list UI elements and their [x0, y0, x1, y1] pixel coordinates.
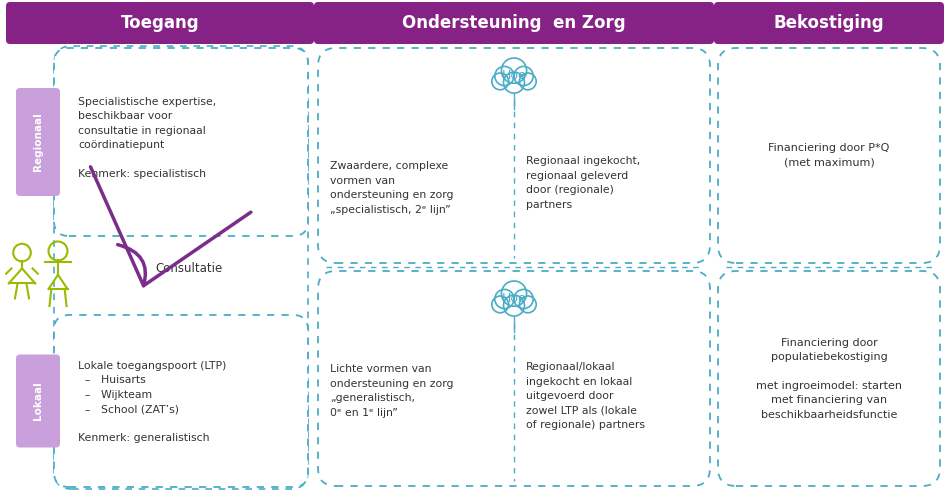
- Text: Bekostiging: Bekostiging: [774, 14, 884, 32]
- FancyArrowPatch shape: [91, 167, 251, 286]
- FancyBboxPatch shape: [318, 271, 710, 486]
- Circle shape: [501, 281, 527, 306]
- FancyBboxPatch shape: [54, 46, 308, 489]
- Text: Financiering door P*Q
(met maximum): Financiering door P*Q (met maximum): [768, 143, 889, 168]
- Circle shape: [504, 72, 525, 93]
- Text: Ondersteuning  en Zorg: Ondersteuning en Zorg: [402, 14, 626, 32]
- FancyBboxPatch shape: [6, 2, 314, 44]
- FancyBboxPatch shape: [318, 48, 710, 263]
- Circle shape: [501, 58, 527, 83]
- Text: Hoe: Hoe: [502, 292, 527, 305]
- Circle shape: [514, 289, 533, 309]
- Text: Regionaal ingekocht,
regionaal geleverd
door (regionale)
partners: Regionaal ingekocht, regionaal geleverd …: [526, 157, 640, 209]
- Circle shape: [491, 296, 509, 313]
- Circle shape: [514, 66, 533, 85]
- Circle shape: [519, 296, 536, 313]
- Text: Hoe: Hoe: [502, 70, 527, 82]
- Text: Regionaal/lokaal
ingekocht en lokaal
uitgevoerd door
zowel LTP als (lokale
of re: Regionaal/lokaal ingekocht en lokaal uit…: [526, 362, 645, 430]
- Circle shape: [504, 295, 525, 316]
- FancyBboxPatch shape: [718, 48, 940, 263]
- Circle shape: [494, 289, 514, 309]
- FancyBboxPatch shape: [16, 88, 60, 196]
- Text: Specialistische expertise,
beschikbaar voor
consultatie in regionaal
coördinatie: Specialistische expertise, beschikbaar v…: [78, 97, 216, 179]
- Text: Toegang: Toegang: [120, 14, 199, 32]
- Text: Regionaal: Regionaal: [33, 113, 43, 171]
- Circle shape: [491, 73, 509, 90]
- FancyBboxPatch shape: [718, 271, 940, 486]
- Circle shape: [519, 73, 536, 90]
- Text: Consultatie: Consultatie: [155, 262, 223, 275]
- FancyBboxPatch shape: [54, 48, 308, 236]
- FancyBboxPatch shape: [314, 2, 714, 44]
- FancyBboxPatch shape: [16, 355, 60, 448]
- FancyBboxPatch shape: [714, 2, 944, 44]
- Text: Financiering door
populatiebekostiging

met ingroeimodel: starten
met financieri: Financiering door populatiebekostiging m…: [756, 337, 902, 419]
- Text: Lokaal: Lokaal: [33, 382, 43, 420]
- Text: Lokale toegangspoort (LTP)
  –   Huisarts
  –   Wijkteam
  –   School (ZAT’s)

K: Lokale toegangspoort (LTP) – Huisarts – …: [78, 361, 226, 443]
- FancyBboxPatch shape: [54, 315, 308, 487]
- Text: Lichte vormen van
ondersteuning en zorg
„generalistisch,
0ᵉ en 1ᵉ lijn”: Lichte vormen van ondersteuning en zorg …: [330, 365, 454, 417]
- Circle shape: [494, 66, 514, 85]
- Text: Zwaardere, complexe
vormen van
ondersteuning en zorg
„specialistisch, 2ᵉ lijn”: Zwaardere, complexe vormen van ondersteu…: [330, 162, 454, 214]
